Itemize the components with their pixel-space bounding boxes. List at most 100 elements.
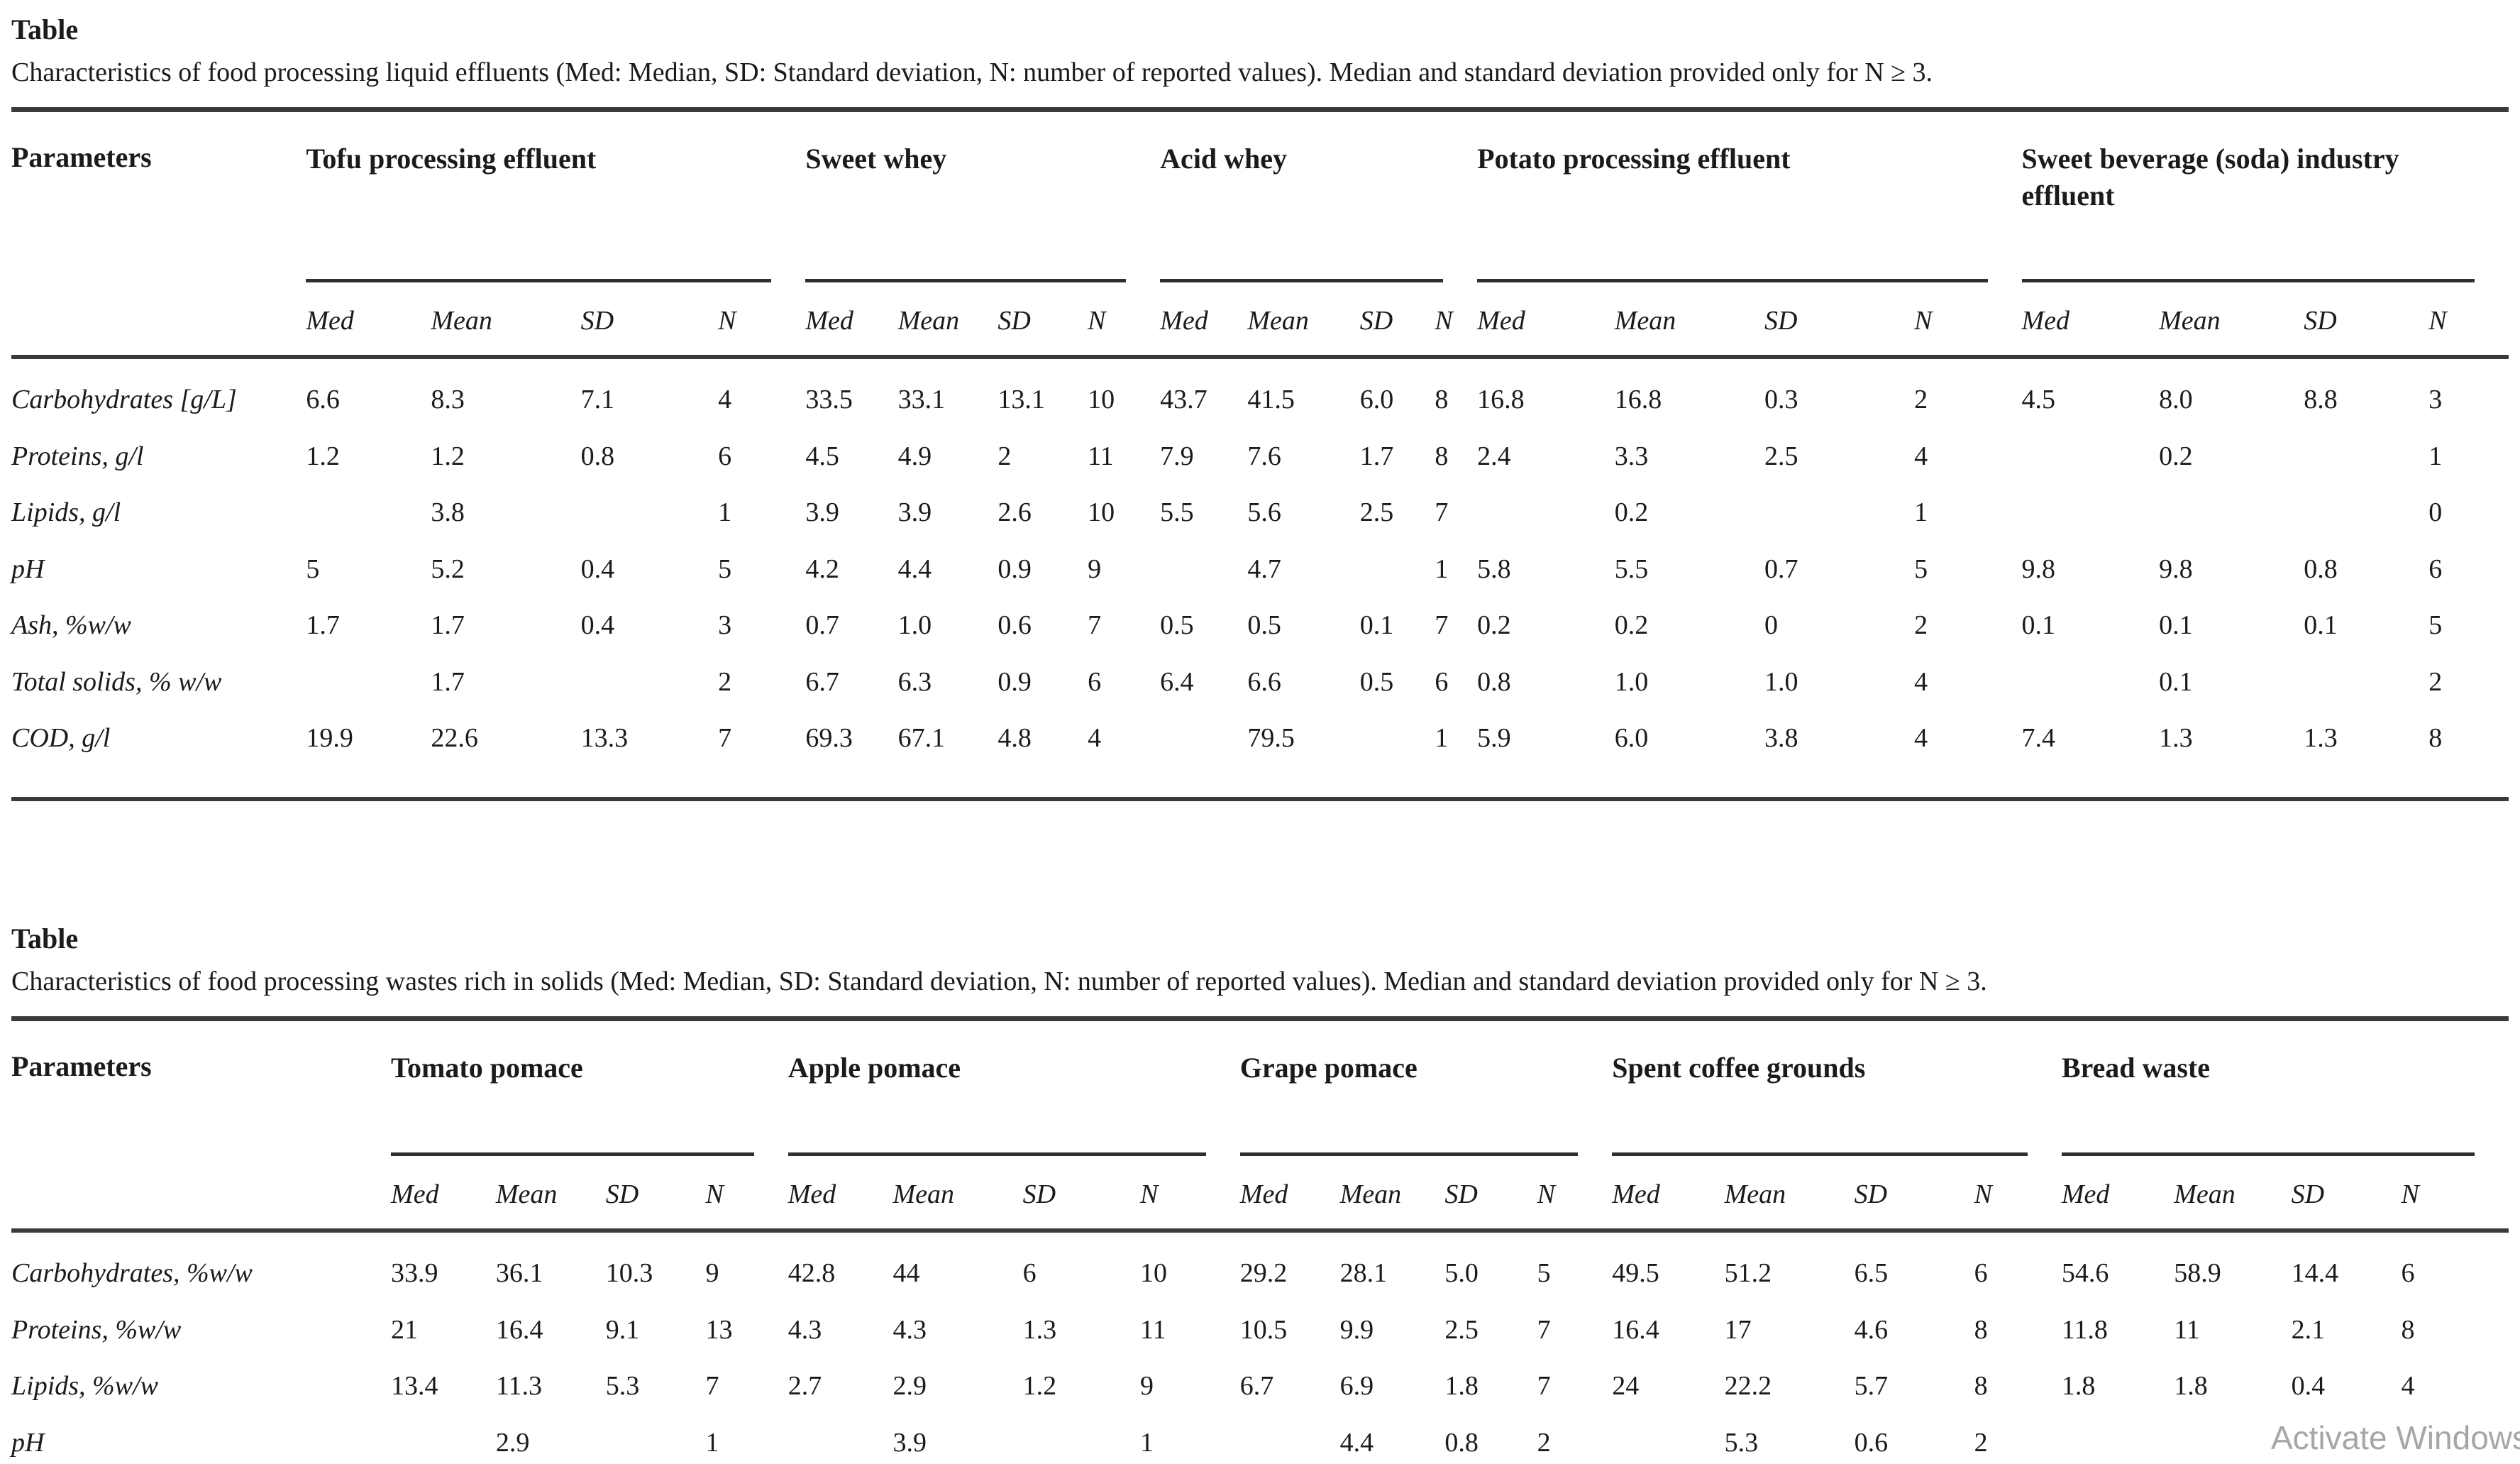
value-cell: 0.2 bbox=[1614, 497, 1649, 528]
value-cell: 49.5 bbox=[1612, 1258, 1659, 1289]
value-cell: 6.0 bbox=[1359, 385, 1394, 415]
value-cell bbox=[2022, 485, 2160, 541]
value-cell bbox=[1360, 541, 1435, 598]
value-cell: 7 bbox=[1537, 1314, 1551, 1345]
value-cell: 28.1 bbox=[1339, 1258, 1388, 1289]
table-row: Lipids, %w/w 13.4 11.3 5.3 7 2.7 2.9 1.2 9 6.7 6.9… bbox=[11, 1358, 2509, 1415]
column-subheader-mean: Mean bbox=[2159, 282, 2304, 360]
row-label: Proteins, %w/w bbox=[11, 1314, 182, 1345]
table-row: pH 5 5.2 0.4 5 4.2 4.4 0.9 9 4.7 1 5.8 5.5 0.7 5 9.8 9.8… bbox=[11, 541, 2509, 598]
value-cell bbox=[1360, 710, 1435, 799]
value-cell: 6 bbox=[1088, 666, 1102, 697]
column-subheader-med: Med bbox=[306, 282, 431, 360]
group-underline bbox=[2061, 1152, 2475, 1157]
column-subheader-mean: Mean bbox=[1724, 1156, 1855, 1233]
column-group-header: Grape pomace bbox=[1239, 1019, 1612, 1157]
value-cell: 10.5 bbox=[1239, 1314, 1288, 1345]
value-cell: 42.8 bbox=[788, 1258, 836, 1289]
value-cell: 1.8 bbox=[2061, 1371, 2096, 1402]
value-cell bbox=[1477, 485, 1615, 541]
value-cell: 54.6 bbox=[2061, 1258, 2109, 1289]
value-cell: 16.4 bbox=[1612, 1314, 1659, 1345]
value-cell: 16.8 bbox=[1614, 385, 1662, 415]
column-group-header: Apple pomace bbox=[788, 1019, 1240, 1157]
value-cell: 0.5 bbox=[1247, 610, 1281, 641]
column-subheader-med: Med bbox=[1612, 1156, 1725, 1233]
group-underline bbox=[391, 1152, 754, 1157]
value-cell: 44 bbox=[892, 1258, 920, 1289]
column-group-label: Apple pomace bbox=[788, 1052, 961, 1084]
value-cell: 6.7 bbox=[805, 666, 839, 697]
value-cell: 9.1 bbox=[605, 1314, 640, 1345]
value-cell bbox=[1240, 1415, 1340, 1464]
column-group-label: Tofu processing effluent bbox=[306, 143, 597, 175]
column-subheader-med: Med bbox=[391, 1156, 496, 1233]
value-cell bbox=[581, 654, 719, 711]
value-cell: 51.2 bbox=[1724, 1258, 1772, 1289]
value-cell: 7 bbox=[718, 723, 732, 754]
value-cell: 2.5 bbox=[1444, 1314, 1479, 1345]
value-cell: 8 bbox=[2428, 723, 2443, 754]
value-cell: 0.8 bbox=[1477, 666, 1511, 697]
row-label: Total solids, % w/w bbox=[11, 666, 222, 697]
column-group-header: Sweet beverage (soda) industry effluent bbox=[2021, 110, 2509, 283]
row-label: COD, g/l bbox=[11, 723, 111, 754]
value-cell: 2.4 bbox=[1477, 441, 1511, 471]
group-underline bbox=[1477, 279, 1988, 283]
value-cell bbox=[2022, 654, 2160, 711]
value-cell: 1.7 bbox=[1359, 441, 1394, 471]
value-cell: 0.1 bbox=[2304, 610, 2338, 641]
column-subheader-med: Med bbox=[1477, 282, 1615, 360]
value-cell: 4.2 bbox=[805, 554, 839, 584]
value-cell: 41.5 bbox=[1247, 385, 1295, 415]
value-cell: 0.8 bbox=[580, 441, 615, 471]
value-cell: 0.5 bbox=[1160, 610, 1194, 641]
value-cell: 4.4 bbox=[897, 554, 932, 584]
column-subheader-med: Med bbox=[2021, 282, 2160, 360]
column-header-parameters: Parameters bbox=[11, 1018, 392, 1233]
value-cell: 1.7 bbox=[306, 610, 340, 641]
column-group-header: Tomato pomace bbox=[391, 1019, 788, 1157]
value-cell: 5.2 bbox=[431, 554, 465, 584]
value-cell: 8 bbox=[1435, 385, 1449, 415]
value-cell: 5 bbox=[306, 554, 320, 584]
value-cell: 2.9 bbox=[892, 1371, 927, 1402]
value-cell: 13.4 bbox=[391, 1371, 438, 1402]
value-cell: 21 bbox=[391, 1314, 419, 1345]
value-cell: 33.5 bbox=[805, 385, 853, 415]
value-cell: 7.6 bbox=[1247, 441, 1281, 471]
value-cell: 11.8 bbox=[2061, 1314, 2108, 1345]
column-group-label: Sweet beverage (soda) industry effluent bbox=[2021, 143, 2399, 211]
value-cell: 2.5 bbox=[1359, 497, 1394, 528]
value-cell bbox=[788, 1415, 893, 1464]
value-cell: 10 bbox=[1140, 1258, 1167, 1289]
value-cell: 0.8 bbox=[2304, 554, 2338, 584]
value-cell: 3.9 bbox=[897, 497, 932, 528]
value-cell: 7 bbox=[1088, 610, 1102, 641]
value-cell: 7 bbox=[705, 1371, 719, 1402]
group-underline bbox=[2021, 279, 2475, 283]
value-cell: 0.2 bbox=[2159, 441, 2193, 471]
value-cell: 67.1 bbox=[897, 723, 946, 754]
table-caption: Characteristics of food processing liqui… bbox=[11, 57, 1933, 87]
column-subheader-sd: SD bbox=[580, 282, 719, 360]
column-subheader-mean: Mean bbox=[1339, 1156, 1445, 1233]
value-cell: 13 bbox=[705, 1314, 733, 1345]
column-subheader-sd: SD bbox=[605, 1156, 706, 1233]
value-cell bbox=[2304, 429, 2428, 485]
column-subheader-n: N bbox=[1974, 1156, 2062, 1233]
column-subheader-n: N bbox=[718, 282, 806, 360]
value-cell: 4.7 bbox=[1247, 554, 1281, 584]
value-cell: 2 bbox=[2428, 666, 2443, 697]
value-cell: 1 bbox=[1914, 497, 1928, 528]
value-cell: 5.3 bbox=[605, 1371, 640, 1402]
table-title: Table bbox=[11, 922, 79, 954]
column-subheader-n: N bbox=[1435, 282, 1478, 360]
column-subheader-n: N bbox=[2401, 1156, 2509, 1233]
value-cell: 3 bbox=[718, 610, 732, 641]
value-cell: 6.6 bbox=[306, 385, 340, 415]
value-cell: 5.0 bbox=[1444, 1258, 1479, 1289]
value-cell: 4 bbox=[2401, 1371, 2415, 1402]
value-cell: 10.3 bbox=[605, 1258, 653, 1289]
value-cell: 11 bbox=[2174, 1314, 2200, 1345]
